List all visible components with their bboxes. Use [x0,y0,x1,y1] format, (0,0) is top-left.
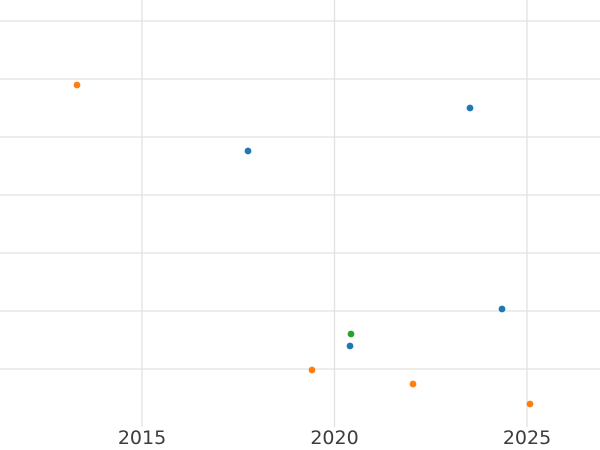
x-tick-label: 2015 [118,427,166,449]
data-point-blue-series [346,342,354,350]
data-point-blue-series [498,305,506,313]
x-tick-label: 2020 [310,427,358,449]
x-tick-label: 2025 [503,427,551,449]
data-point-orange-series [526,400,534,408]
data-point-green-series [347,330,355,338]
data-point-blue-series [466,104,474,112]
data-point-orange-series [73,81,81,89]
data-point-orange-series [409,380,417,388]
data-point-blue-series [244,147,252,155]
data-point-orange-series [308,366,316,374]
